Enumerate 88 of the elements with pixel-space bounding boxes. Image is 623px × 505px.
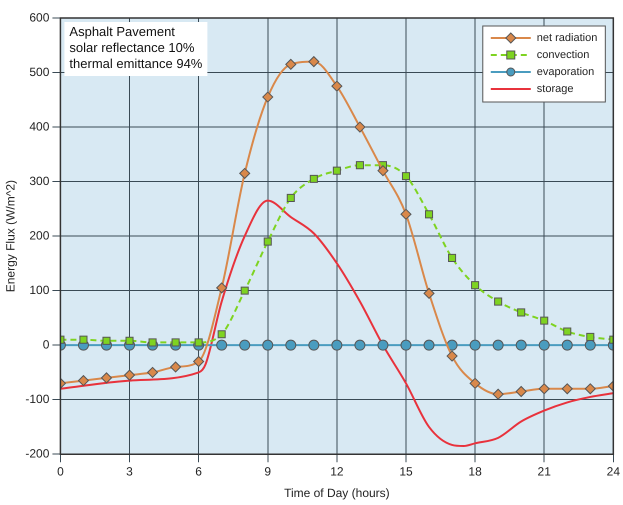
x-tick-label: 18 bbox=[468, 464, 482, 479]
point bbox=[540, 316, 548, 325]
point bbox=[147, 366, 158, 378]
point bbox=[538, 340, 550, 351]
point bbox=[239, 168, 250, 179]
annotation: solar reflectance 10% bbox=[69, 40, 195, 56]
point bbox=[148, 338, 157, 346]
point bbox=[216, 340, 228, 351]
point bbox=[193, 356, 204, 368]
x-tick-label: 9 bbox=[264, 464, 272, 479]
x-tick-label: 12 bbox=[330, 464, 344, 479]
point bbox=[377, 165, 388, 176]
y-tick-label: 300 bbox=[29, 174, 50, 188]
point bbox=[446, 350, 458, 362]
point bbox=[516, 340, 527, 351]
legend-label: storage bbox=[536, 83, 574, 96]
y-axis-title: Energy Flux (W/m^2) bbox=[4, 180, 18, 292]
point bbox=[331, 80, 342, 92]
y-tick-label: 500 bbox=[29, 64, 50, 79]
point bbox=[494, 297, 502, 306]
y-tick-label: -100 bbox=[25, 392, 50, 406]
point bbox=[563, 327, 572, 336]
point bbox=[172, 338, 180, 346]
point bbox=[262, 340, 274, 351]
point bbox=[424, 340, 435, 351]
point bbox=[492, 340, 504, 351]
y-tick-label: 600 bbox=[29, 10, 50, 24]
point bbox=[102, 336, 111, 345]
point bbox=[308, 340, 320, 351]
point bbox=[354, 340, 366, 351]
point bbox=[424, 210, 434, 218]
x-axis-title: Time of Day (hours) bbox=[284, 486, 390, 500]
legend-label: net radiation bbox=[536, 32, 598, 44]
y-tick-label: 0 bbox=[42, 337, 50, 352]
point bbox=[448, 254, 456, 262]
point bbox=[310, 174, 318, 183]
point bbox=[285, 58, 296, 70]
y-tick-label: 400 bbox=[29, 119, 50, 134]
point bbox=[471, 281, 480, 290]
x-tick-label: 0 bbox=[57, 464, 64, 479]
point bbox=[584, 383, 596, 394]
point bbox=[125, 336, 134, 345]
x-tick-label: 6 bbox=[195, 464, 202, 479]
point bbox=[218, 330, 226, 338]
point bbox=[331, 340, 342, 351]
x-tick-label: 3 bbox=[126, 464, 134, 479]
legend-label: evaporation bbox=[536, 66, 594, 78]
point bbox=[470, 340, 481, 351]
point bbox=[356, 161, 364, 170]
point bbox=[100, 372, 112, 384]
point bbox=[538, 383, 550, 394]
point bbox=[124, 370, 136, 381]
point bbox=[286, 194, 295, 202]
point bbox=[170, 361, 182, 372]
y-tick-label: 100 bbox=[29, 282, 50, 297]
point bbox=[194, 338, 203, 346]
x-tick-label: 24 bbox=[606, 464, 620, 479]
point bbox=[516, 386, 527, 397]
point bbox=[308, 56, 320, 68]
point bbox=[264, 238, 272, 246]
point bbox=[377, 340, 388, 351]
point bbox=[79, 336, 88, 344]
point bbox=[332, 166, 341, 175]
point bbox=[354, 122, 366, 133]
point bbox=[400, 208, 412, 220]
point bbox=[517, 308, 526, 316]
point bbox=[239, 340, 250, 351]
annotation: Asphalt Pavement bbox=[69, 24, 176, 40]
y-tick-label: 200 bbox=[29, 228, 50, 242]
point bbox=[285, 340, 296, 351]
y-tick-label: -200 bbox=[25, 446, 50, 461]
point bbox=[470, 378, 481, 389]
point bbox=[240, 286, 249, 295]
point bbox=[402, 172, 410, 180]
legend-label: convection bbox=[536, 49, 590, 62]
point bbox=[262, 92, 274, 103]
point bbox=[492, 388, 504, 400]
point bbox=[586, 332, 594, 342]
point bbox=[562, 340, 573, 351]
point bbox=[584, 340, 596, 351]
annotation: thermal emittance 94% bbox=[69, 56, 203, 72]
point bbox=[562, 383, 573, 394]
point bbox=[216, 282, 228, 294]
point bbox=[424, 288, 435, 299]
point bbox=[400, 340, 412, 351]
x-tick-label: 21 bbox=[538, 464, 552, 479]
x-tick-label: 15 bbox=[399, 464, 413, 479]
point bbox=[78, 375, 89, 386]
